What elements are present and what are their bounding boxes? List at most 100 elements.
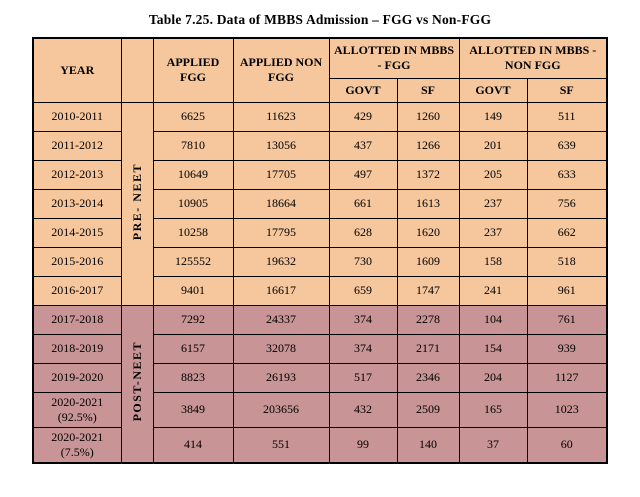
value-cell: 374 [328, 333, 398, 364]
value-cell: 939 [526, 333, 608, 364]
value-cell: 99 [328, 426, 398, 463]
value-cell: 2346 [396, 362, 460, 393]
year-cell: 2015-2016 [32, 246, 122, 277]
year-cell: 2011-2012 [32, 130, 122, 161]
value-cell: 237 [458, 188, 528, 219]
value-cell: 3849 [152, 391, 234, 428]
year-cell: 2013-2014 [32, 188, 122, 219]
value-cell: 633 [526, 159, 608, 190]
value-cell: 17705 [232, 159, 330, 190]
value-cell: 201 [458, 130, 528, 161]
mbbs-admission-table: YEAR APPLIED FGG APPLIED NON FGG ALLOTTE… [32, 37, 608, 464]
table-row: 2015-2016 125552 19632 730 1609 158 518 [32, 246, 608, 277]
value-cell: 237 [458, 217, 528, 248]
value-cell: 497 [328, 159, 398, 190]
value-cell: 1620 [396, 217, 460, 248]
header-allotted-non-fgg: ALLOTTED IN MBBS - NON FGG [458, 37, 608, 79]
table-row: 2013-2014 10905 18664 661 1613 237 756 [32, 188, 608, 219]
header-applied-non-fgg: APPLIED NON FGG [232, 37, 330, 103]
era-group-label: POST-NEET [129, 341, 144, 422]
table-row: 2017-2018 POST-NEET 7292 24337 374 2278 104 761 [32, 304, 608, 463]
value-cell: 16617 [232, 275, 330, 306]
value-cell: 13056 [232, 130, 330, 161]
value-cell: 639 [526, 130, 608, 161]
value-cell: 2509 [396, 391, 460, 428]
year-cell: 2017-2018 [32, 304, 122, 335]
value-cell: 518 [526, 246, 608, 277]
value-cell: 2171 [396, 333, 460, 364]
table-row: 2020-2021 (92.5%) 3849 203656 432 2509 165 102… [32, 391, 608, 428]
value-cell: 32078 [232, 333, 330, 364]
year-cell: 2020-2021 (92.5%) [32, 391, 122, 428]
value-cell: 7292 [152, 304, 234, 335]
value-cell: 374 [328, 304, 398, 335]
header-row-sub: GOVT SF GOVT SF [33, 77, 608, 103]
value-cell: 203656 [232, 391, 330, 428]
value-cell: 414 [152, 426, 234, 463]
value-cell: 432 [328, 391, 398, 428]
value-cell: 1260 [396, 101, 460, 132]
era-group-cell: POST-NEET [120, 304, 154, 463]
header-sf-non-fgg: SF [526, 77, 608, 103]
value-cell: 6625 [152, 101, 234, 132]
value-cell: 1127 [526, 362, 608, 393]
header-applied-fgg: APPLIED FGG [152, 37, 234, 103]
table-row: 2012-2013 10649 17705 497 1372 205 633 [32, 159, 608, 190]
table-header: YEAR APPLIED FGG APPLIED NON FGG ALLOTTE… [32, 37, 608, 103]
value-cell: 10905 [152, 188, 234, 219]
value-cell: 661 [328, 188, 398, 219]
value-cell: 1613 [396, 188, 460, 219]
value-cell: 1609 [396, 246, 460, 277]
value-cell: 18664 [232, 188, 330, 219]
value-cell: 104 [458, 304, 528, 335]
value-cell: 204 [458, 362, 528, 393]
value-cell: 154 [458, 333, 528, 364]
value-cell: 9401 [152, 275, 234, 306]
value-cell: 1266 [396, 130, 460, 161]
value-cell: 158 [458, 246, 528, 277]
year-cell: 2012-2013 [32, 159, 122, 190]
year-cell: 2014-2015 [32, 217, 122, 248]
value-cell: 756 [526, 188, 608, 219]
value-cell: 6157 [152, 333, 234, 364]
value-cell: 551 [232, 426, 330, 463]
era-group-label: PRE- NEET [129, 162, 144, 241]
value-cell: 60 [526, 426, 608, 463]
value-cell: 517 [328, 362, 398, 393]
value-cell: 125552 [152, 246, 234, 277]
value-cell: 2278 [396, 304, 460, 335]
value-cell: 7810 [152, 130, 234, 161]
value-cell: 429 [328, 101, 398, 132]
header-govt-fgg: GOVT [328, 77, 398, 103]
value-cell: 140 [396, 426, 460, 463]
value-cell: 761 [526, 304, 608, 335]
value-cell: 24337 [232, 304, 330, 335]
header-era [120, 37, 154, 103]
header-allotted-fgg: ALLOTTED IN MBBS - FGG [328, 37, 460, 79]
header-sf-fgg: SF [396, 77, 460, 103]
year-cell: 2016-2017 [32, 275, 122, 306]
header-row-top: YEAR APPLIED FGG APPLIED NON FGG ALLOTTE… [32, 37, 608, 103]
value-cell: 149 [458, 101, 528, 132]
value-cell: 19632 [232, 246, 330, 277]
value-cell: 730 [328, 246, 398, 277]
table-row: 2016-2017 9401 16617 659 1747 241 961 [32, 275, 608, 306]
header-govt-non-fgg: GOVT [458, 77, 528, 103]
era-group-cell: PRE- NEET [120, 101, 154, 306]
value-cell: 241 [458, 275, 528, 306]
year-cell: 2010-2011 [32, 101, 122, 132]
table-body: 2010-2011 PRE- NEET 6625 11623 429 1260 149 511… [32, 101, 608, 463]
value-cell: 437 [328, 130, 398, 161]
table-title: Table 7.25. Data of MBBS Admission – FGG… [148, 12, 492, 27]
value-cell: 659 [328, 275, 398, 306]
value-cell: 961 [526, 275, 608, 306]
header-year: YEAR [32, 37, 122, 103]
value-cell: 17795 [232, 217, 330, 248]
table-row: 2018-2019 6157 32078 374 2171 154 939 [32, 333, 608, 364]
value-cell: 662 [526, 217, 608, 248]
table-row: 2011-2012 7810 13056 437 1266 201 639 [32, 130, 608, 161]
value-cell: 1023 [526, 391, 608, 428]
value-cell: 37 [458, 426, 528, 463]
value-cell: 10258 [152, 217, 234, 248]
year-cell: 2019-2020 [32, 362, 122, 393]
